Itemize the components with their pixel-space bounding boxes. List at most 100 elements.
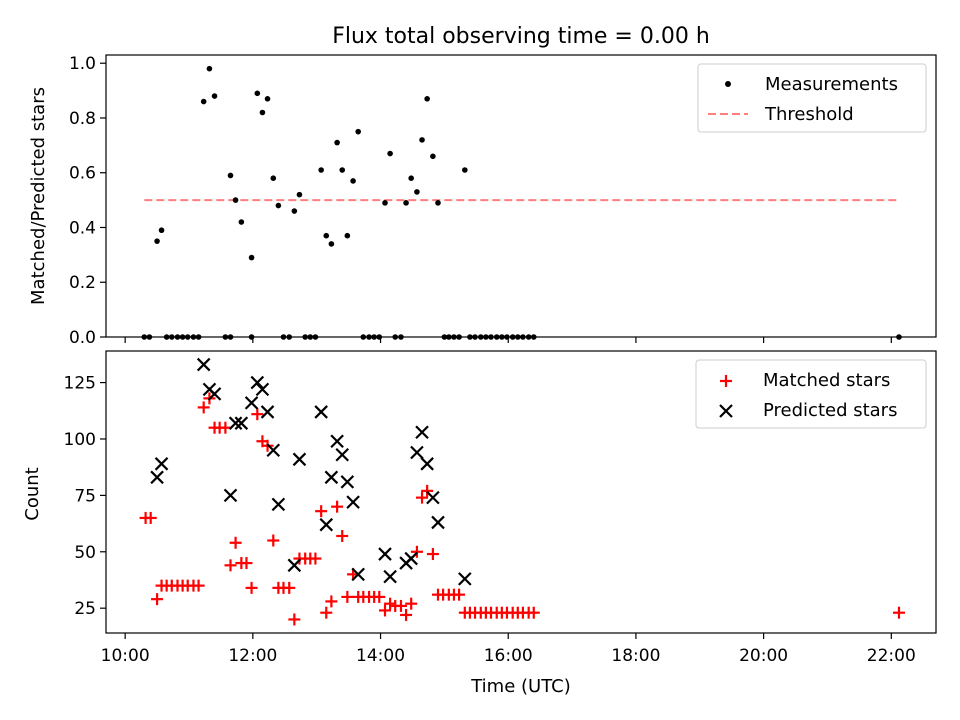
data-point: [154, 238, 160, 244]
legend-measurements-icon: [725, 81, 731, 87]
ratio-y-ticks: 0.0 0.2 0.4 0.6 0.8 1.0: [69, 54, 106, 348]
data-point: [255, 382, 270, 397]
data-point: [378, 547, 392, 561]
data-point: [292, 452, 307, 467]
data-point: [382, 200, 388, 206]
data-point: [339, 167, 346, 173]
y-tick-label: 125: [64, 374, 96, 394]
data-point: [384, 597, 397, 610]
ratio-x-ticks: [124, 337, 892, 343]
y-tick-label: 50: [74, 543, 96, 563]
data-point: [296, 191, 303, 198]
data-point: [431, 515, 445, 530]
count-axes-frame: [105, 350, 937, 634]
data-point: [238, 219, 245, 225]
data-point: [197, 401, 210, 414]
data-point: [266, 443, 281, 458]
data-point: [271, 497, 286, 512]
data-point: [355, 128, 361, 135]
series-matched-stars: [139, 392, 905, 626]
data-point: [223, 488, 238, 503]
data-point: [325, 595, 338, 608]
data-point: [229, 536, 242, 549]
ratio-panel: 0.0 0.2 0.4 0.6 0.8 1.0 Matched/Predicted sta…: [28, 54, 937, 348]
data-point: [251, 408, 264, 421]
data-point: [287, 558, 302, 573]
data-point: [408, 175, 414, 182]
data-point: [232, 197, 239, 203]
data-point: [420, 457, 434, 471]
y-tick-label: 0.4: [69, 218, 96, 238]
data-point: [336, 529, 349, 542]
data-point: [430, 153, 436, 160]
data-point: [260, 405, 275, 419]
count-legend-box: [695, 359, 927, 429]
data-point: [340, 475, 355, 489]
data-point: [207, 387, 222, 401]
data-point: [414, 189, 420, 195]
data-point: [373, 590, 386, 603]
x-tick-label: 12:00: [228, 646, 277, 666]
data-point: [383, 569, 397, 584]
y-tick-label: 100: [64, 430, 96, 450]
data-point: [892, 606, 905, 619]
data-point: [206, 65, 213, 72]
data-point: [244, 396, 259, 410]
data-point: [458, 572, 472, 586]
data-point: [387, 150, 393, 157]
x-tick-label: 22:00: [867, 646, 916, 666]
data-point: [320, 606, 333, 619]
data-point: [259, 109, 266, 116]
data-point: [275, 202, 282, 209]
series-predicted-stars: [150, 357, 472, 586]
data-point: [394, 599, 407, 612]
count-y-axis-label: Count: [22, 467, 43, 520]
legend-matched-icon: [720, 375, 732, 387]
x-tick-label: 14:00: [356, 646, 405, 666]
data-point: [318, 167, 324, 173]
data-point: [144, 511, 157, 524]
data-point: [227, 172, 234, 179]
data-point: [228, 416, 243, 430]
data-point: [410, 545, 423, 558]
y-tick-label: 0.8: [69, 109, 96, 129]
data-point: [350, 178, 356, 184]
data-point: [200, 98, 207, 105]
data-point: [421, 484, 434, 497]
data-point: [250, 375, 265, 390]
data-point: [196, 357, 211, 372]
y-tick-label: 25: [74, 599, 96, 619]
data-point: [335, 447, 350, 462]
data-point: [527, 606, 540, 619]
ratio-axes-frame: [105, 54, 937, 338]
data-point: [240, 557, 253, 570]
y-tick-label: 75: [74, 486, 96, 506]
legend-measurements-label: Measurements: [765, 74, 898, 95]
data-point: [234, 416, 249, 430]
ratio-plot-area: [105, 54, 937, 340]
legend-matched-label: Matched stars: [763, 370, 890, 391]
data-point: [314, 405, 328, 419]
data-point: [341, 590, 354, 603]
data-point: [330, 434, 344, 449]
data-point: [403, 200, 409, 206]
x-tick-label: 20:00: [739, 646, 788, 666]
data-point: [224, 559, 237, 572]
data-point: [400, 608, 413, 621]
data-point: [419, 137, 425, 143]
data-point: [267, 534, 280, 547]
data-point: [453, 588, 466, 601]
data-point: [346, 495, 360, 509]
y-tick-label: 1.0: [69, 54, 96, 74]
data-point: [405, 597, 418, 610]
data-point: [158, 227, 165, 234]
data-point: [315, 505, 328, 518]
data-point: [254, 90, 261, 97]
data-point: [248, 254, 255, 261]
data-point: [151, 593, 164, 606]
y-tick-label: 0.0: [69, 328, 96, 348]
data-point: [288, 613, 301, 626]
count-panel: 10:00 12:00 14:00 16:00 18:00 20:00 22:00 25 50…: [22, 350, 937, 697]
data-point: [426, 548, 439, 561]
data-point: [416, 491, 429, 504]
